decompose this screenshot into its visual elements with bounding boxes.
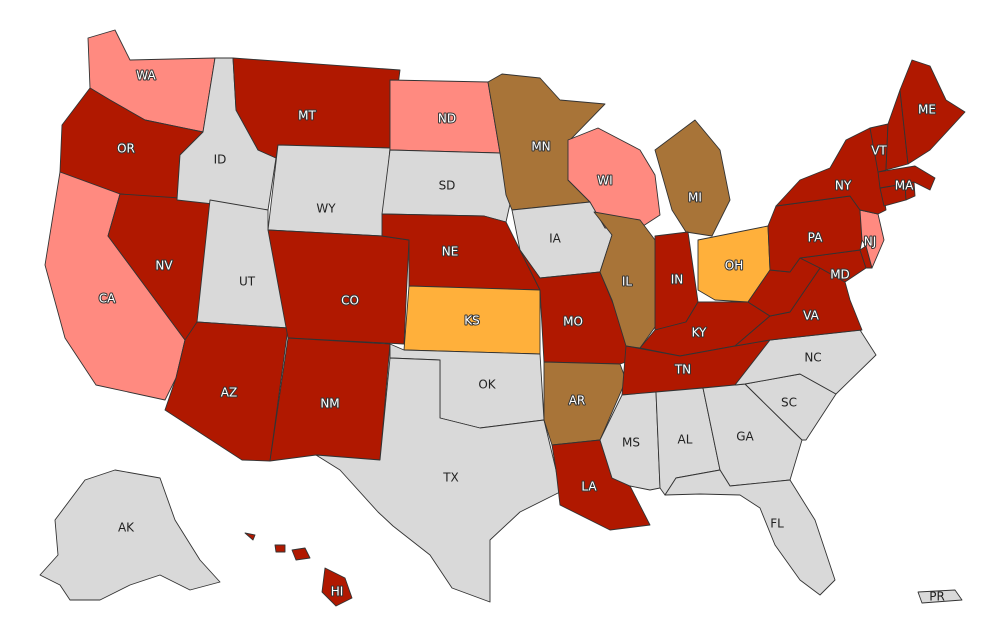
state-nd[interactable] <box>389 79 501 154</box>
state-hi[interactable] <box>244 532 353 607</box>
state-ma[interactable] <box>877 165 936 191</box>
state-me[interactable] <box>899 59 966 165</box>
state-mi[interactable] <box>654 119 731 237</box>
state-ks[interactable] <box>403 285 541 355</box>
state-mt[interactable] <box>232 57 401 159</box>
state-ri[interactable] <box>904 181 916 201</box>
state-wi[interactable] <box>567 127 661 229</box>
state-tx[interactable] <box>315 357 561 603</box>
state-pr[interactable] <box>917 589 963 604</box>
state-nm[interactable] <box>269 337 391 462</box>
states-layer <box>39 29 966 607</box>
state-co[interactable] <box>267 229 410 345</box>
state-ak[interactable] <box>39 469 221 601</box>
state-sd[interactable] <box>381 149 513 223</box>
state-fl[interactable] <box>664 469 836 596</box>
state-wy[interactable] <box>267 144 391 237</box>
state-az[interactable] <box>164 321 289 462</box>
